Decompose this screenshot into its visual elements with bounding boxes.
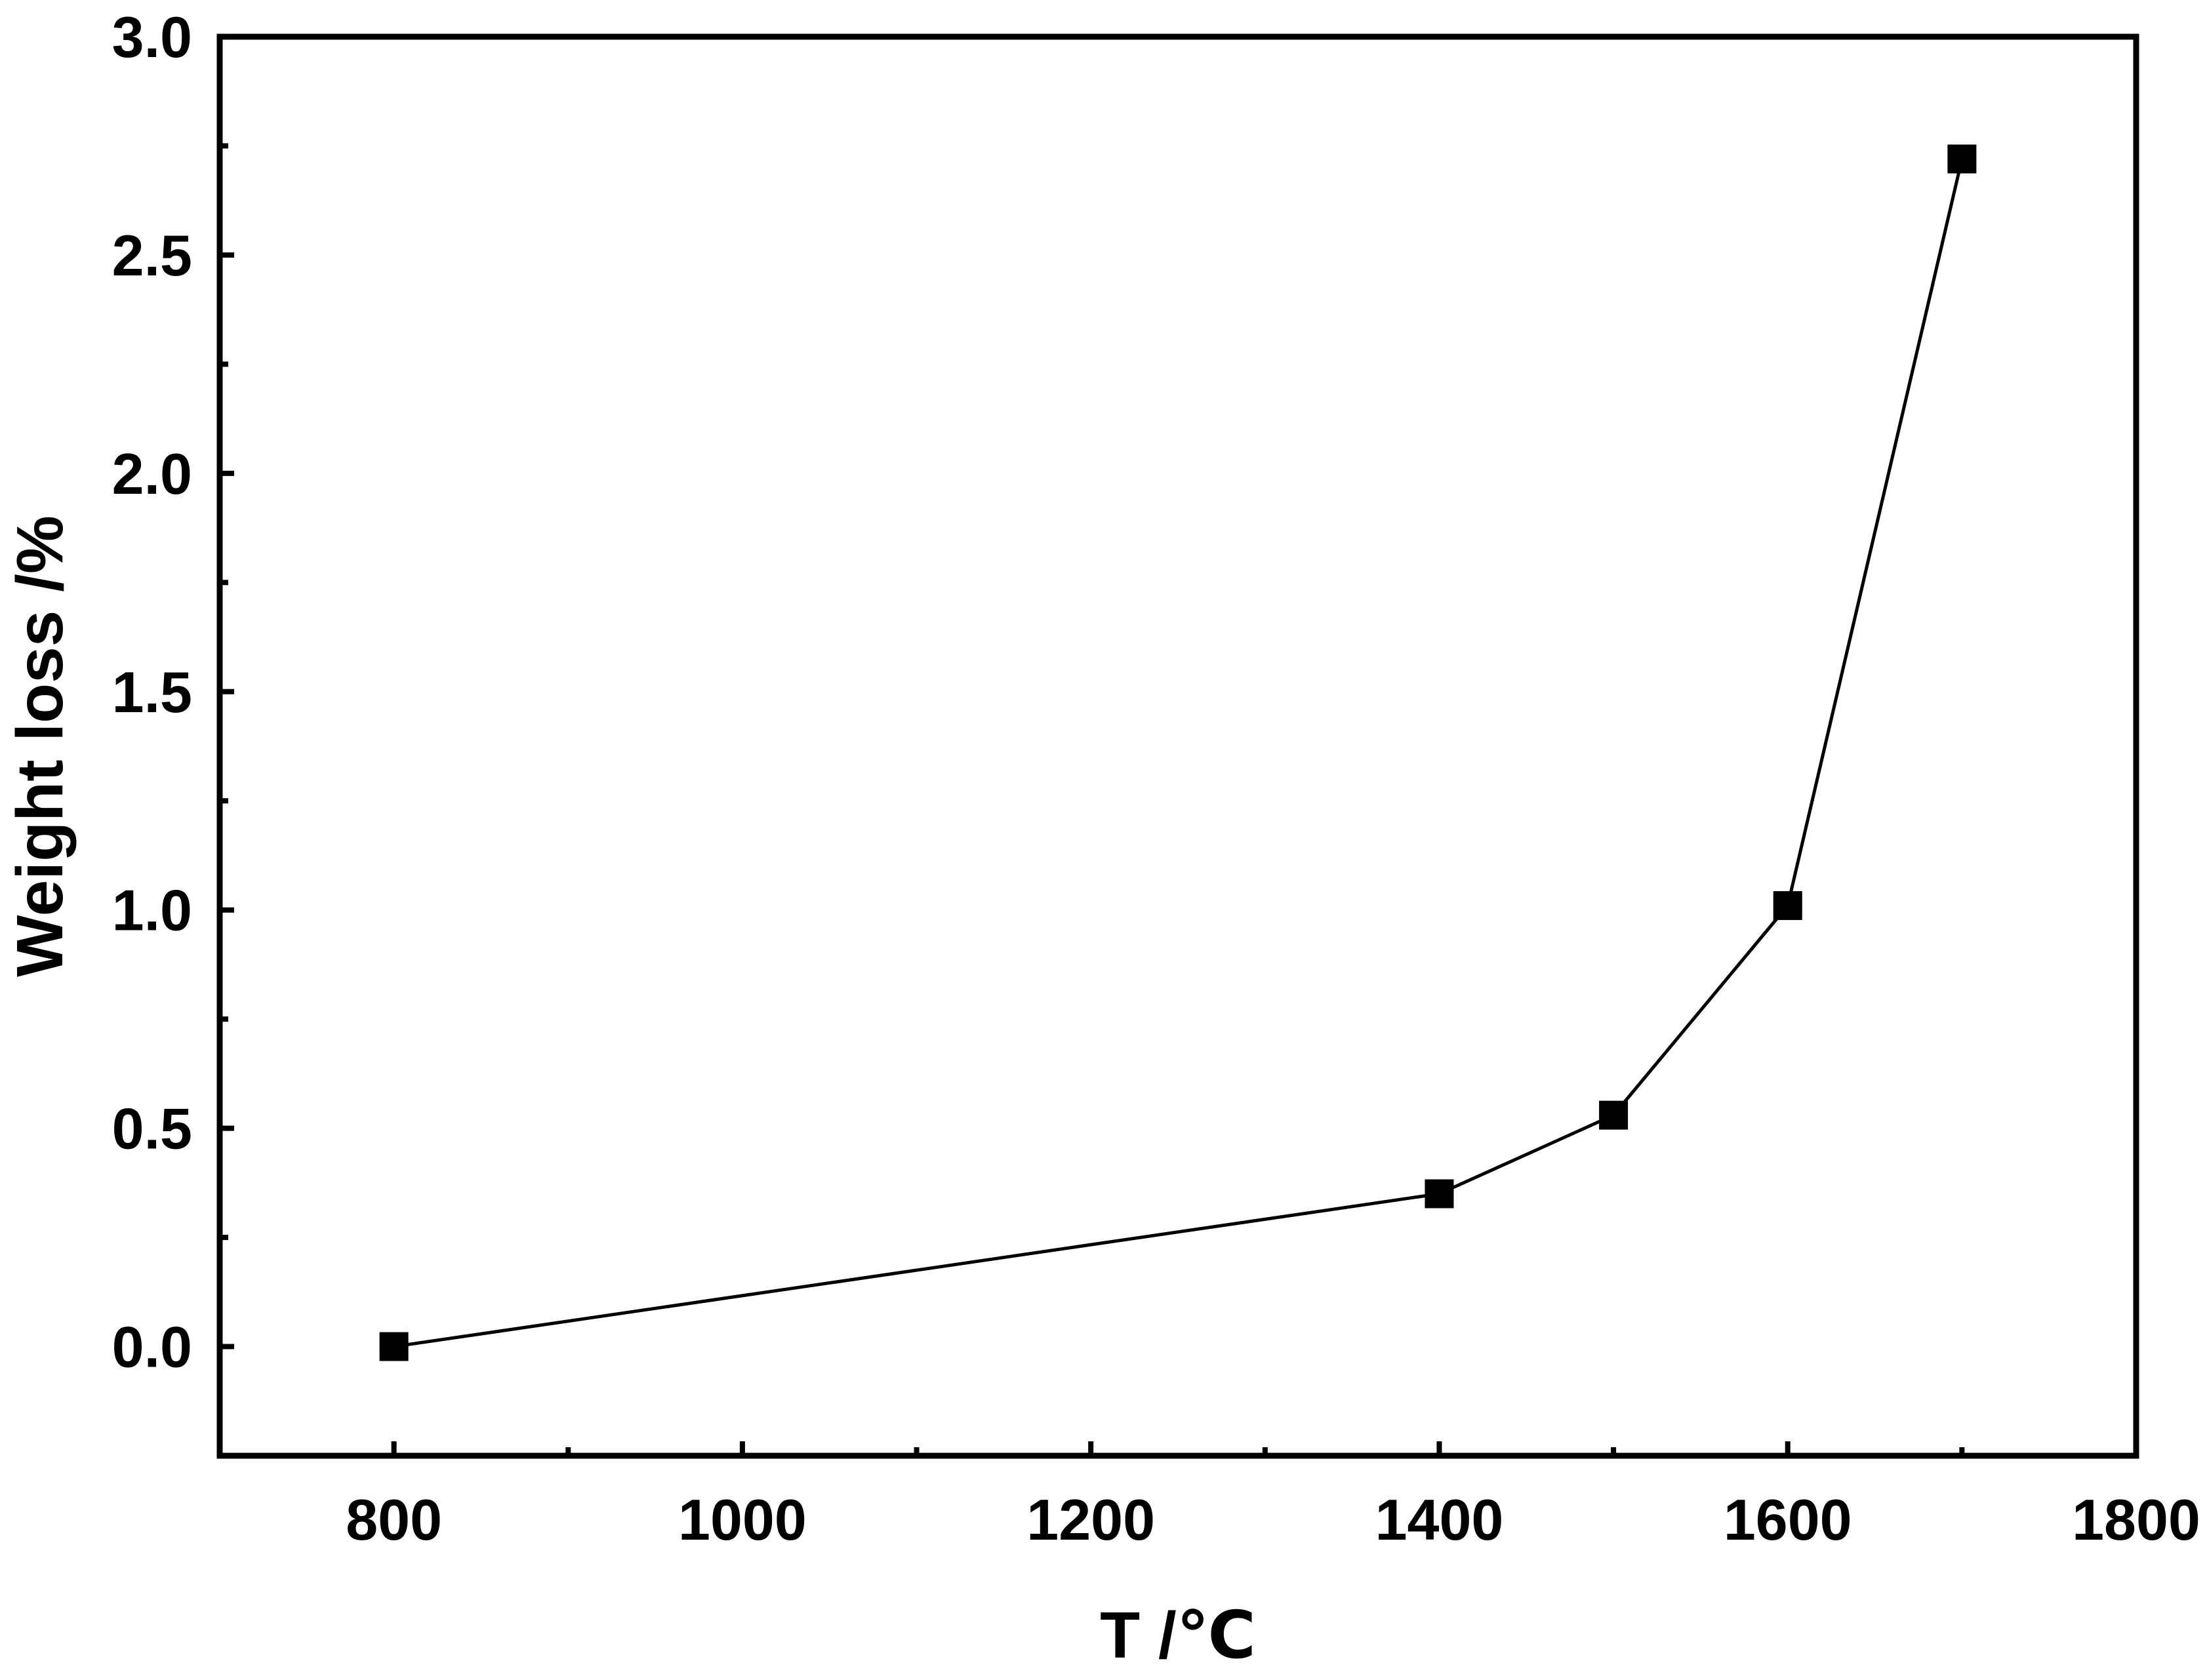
data-point-marker <box>1425 1179 1454 1209</box>
series-line <box>394 158 1964 1349</box>
x-tick-label: 1400 <box>1375 1487 1504 1552</box>
series-layer <box>379 144 1977 1361</box>
y-tick-label: 3.0 <box>112 5 192 70</box>
data-point-marker <box>379 1332 409 1361</box>
x-tick-label: 1800 <box>2072 1487 2200 1552</box>
y-tick-label: 1.5 <box>112 660 192 725</box>
x-tick-label: 1200 <box>1026 1487 1155 1552</box>
x-axis-ticks: 800 1000 1200 1400 1600 1800 <box>346 1441 2200 1552</box>
data-point-marker <box>1599 1100 1629 1130</box>
x-tick-label: 1000 <box>678 1487 807 1552</box>
y-axis-ticks: 0.0 0.5 1.0 1.5 2.0 2.5 3.0 <box>112 5 234 1380</box>
x-tick-label: 1600 <box>1724 1487 1852 1552</box>
y-tick-label: 2.5 <box>112 223 192 288</box>
plot-frame <box>216 33 2139 1459</box>
y-tick-label: 1.0 <box>112 878 192 943</box>
y-tick-label: 2.0 <box>112 441 192 506</box>
y-tick-label: 0.5 <box>112 1096 192 1161</box>
data-point-marker <box>1773 891 1802 921</box>
data-point-marker <box>1947 144 1977 174</box>
x-axis-title: T /℃ <box>1100 1599 1256 1672</box>
y-axis-title: Weight loss /% <box>3 515 77 977</box>
y-tick-label: 0.0 <box>112 1315 192 1380</box>
x-tick-label: 800 <box>346 1487 442 1552</box>
